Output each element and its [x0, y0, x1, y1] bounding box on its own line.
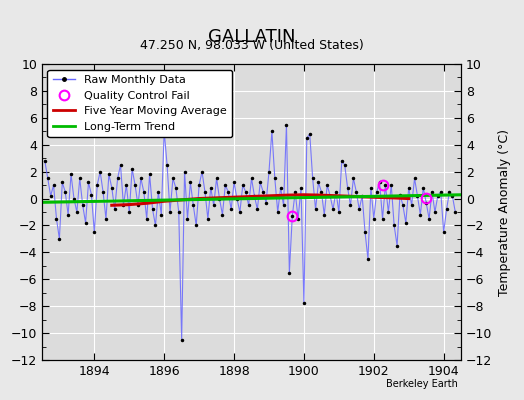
Y-axis label: Temperature Anomaly (°C): Temperature Anomaly (°C)	[498, 128, 511, 296]
Title: GALLATIN: GALLATIN	[208, 28, 295, 46]
Text: Berkeley Earth: Berkeley Earth	[387, 380, 458, 390]
Text: 47.250 N, 98.033 W (United States): 47.250 N, 98.033 W (United States)	[139, 39, 364, 52]
Legend: Raw Monthly Data, Quality Control Fail, Five Year Moving Average, Long-Term Tren: Raw Monthly Data, Quality Control Fail, …	[48, 70, 233, 137]
